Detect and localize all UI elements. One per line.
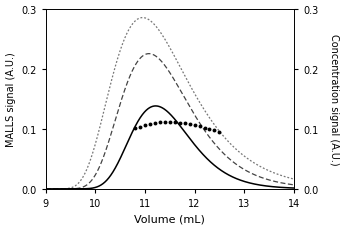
Y-axis label: Concentration signal (A.U.): Concentration signal (A.U.): [329, 34, 339, 165]
Y-axis label: MALLS signal (A.U.): MALLS signal (A.U.): [6, 52, 16, 146]
X-axis label: Volume (mL): Volume (mL): [134, 213, 205, 224]
